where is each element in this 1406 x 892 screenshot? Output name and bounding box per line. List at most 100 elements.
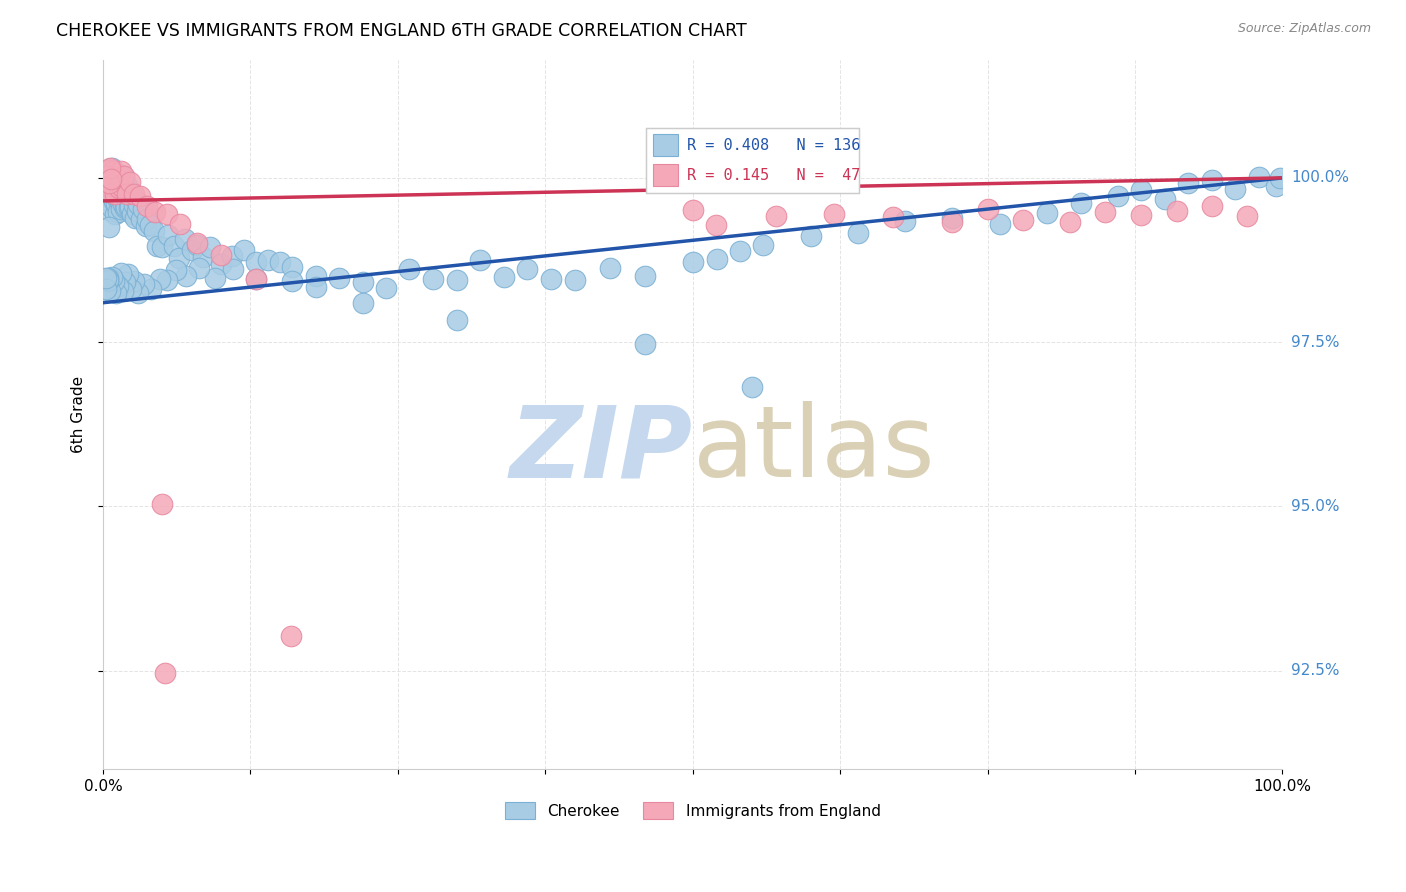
Point [492, 269, 515, 284]
Point [124, 274, 146, 288]
Point [104, 186, 127, 201]
Point [1107, 188, 1129, 202]
Point [156, 227, 179, 242]
Text: 92.5%: 92.5% [1291, 664, 1340, 678]
Point [103, 186, 125, 201]
Point [114, 202, 136, 216]
Point [103, 275, 125, 289]
Point [1130, 208, 1153, 222]
Point [165, 263, 187, 277]
Point [97, 270, 120, 285]
Point [97, 274, 120, 288]
Point [112, 169, 135, 183]
Point [100, 190, 122, 204]
Point [846, 226, 869, 240]
Point [132, 277, 155, 292]
Point [516, 262, 538, 277]
Point [97, 202, 120, 217]
Point [98, 161, 121, 176]
Point [107, 173, 129, 187]
Point [1129, 183, 1152, 197]
Text: 97.5%: 97.5% [1291, 334, 1340, 350]
Point [101, 161, 124, 175]
Point [1265, 178, 1288, 193]
Point [107, 172, 129, 186]
Point [1268, 170, 1291, 185]
Point [281, 260, 304, 274]
Point [221, 249, 243, 263]
Point [108, 181, 131, 195]
Point [118, 200, 141, 214]
Point [114, 276, 136, 290]
Point [1177, 176, 1199, 190]
Point [150, 240, 173, 254]
Point [145, 204, 167, 219]
Point [1059, 215, 1081, 229]
Text: 100.0%: 100.0% [1291, 170, 1348, 186]
Point [100, 200, 122, 214]
Point [111, 181, 134, 195]
Point [124, 211, 146, 225]
Point [97, 179, 120, 194]
Point [132, 202, 155, 217]
Point [100, 270, 122, 285]
Point [105, 197, 128, 211]
Point [153, 665, 176, 680]
Point [139, 218, 162, 232]
Point [110, 168, 132, 182]
Point [894, 214, 917, 228]
Point [1249, 170, 1271, 185]
Point [127, 285, 149, 300]
Text: CHEROKEE VS IMMIGRANTS FROM ENGLAND 6TH GRADE CORRELATION CHART: CHEROKEE VS IMMIGRANTS FROM ENGLAND 6TH … [56, 22, 747, 40]
Point [129, 189, 152, 203]
Point [112, 188, 135, 202]
Point [125, 193, 148, 207]
Point [800, 229, 823, 244]
Point [107, 204, 129, 219]
Point [100, 169, 122, 183]
Point [110, 266, 132, 280]
Point [256, 252, 278, 267]
Point [110, 202, 132, 216]
Point [100, 172, 122, 186]
Point [682, 203, 704, 218]
Point [104, 176, 127, 190]
Point [882, 211, 904, 225]
Point [728, 244, 751, 259]
Point [741, 380, 763, 394]
Point [115, 200, 138, 214]
Point [167, 251, 190, 265]
Text: 95.0%: 95.0% [1291, 499, 1340, 514]
Point [304, 268, 326, 283]
Text: ZIP: ZIP [510, 401, 693, 499]
Point [110, 164, 132, 178]
Point [1236, 209, 1258, 223]
Point [112, 197, 135, 211]
Point [117, 180, 139, 194]
Point [110, 180, 132, 194]
Point [977, 202, 1000, 217]
Point [98, 219, 121, 234]
Point [180, 244, 202, 258]
Point [1201, 173, 1223, 187]
Point [129, 211, 152, 226]
Point [186, 235, 208, 250]
Point [100, 178, 122, 193]
Point [97, 179, 120, 194]
Point [127, 197, 149, 211]
Point [706, 252, 728, 266]
Bar [652, 134, 678, 156]
Point [104, 285, 127, 300]
Point [108, 194, 131, 209]
Point [1223, 182, 1246, 196]
Point [108, 174, 131, 188]
Point [96, 169, 118, 183]
Point [117, 267, 139, 281]
Point [198, 240, 221, 254]
Point [112, 176, 135, 190]
Point [135, 219, 157, 233]
Point [233, 243, 256, 257]
Point [94, 270, 117, 285]
Point [112, 170, 135, 185]
Point [120, 189, 142, 203]
